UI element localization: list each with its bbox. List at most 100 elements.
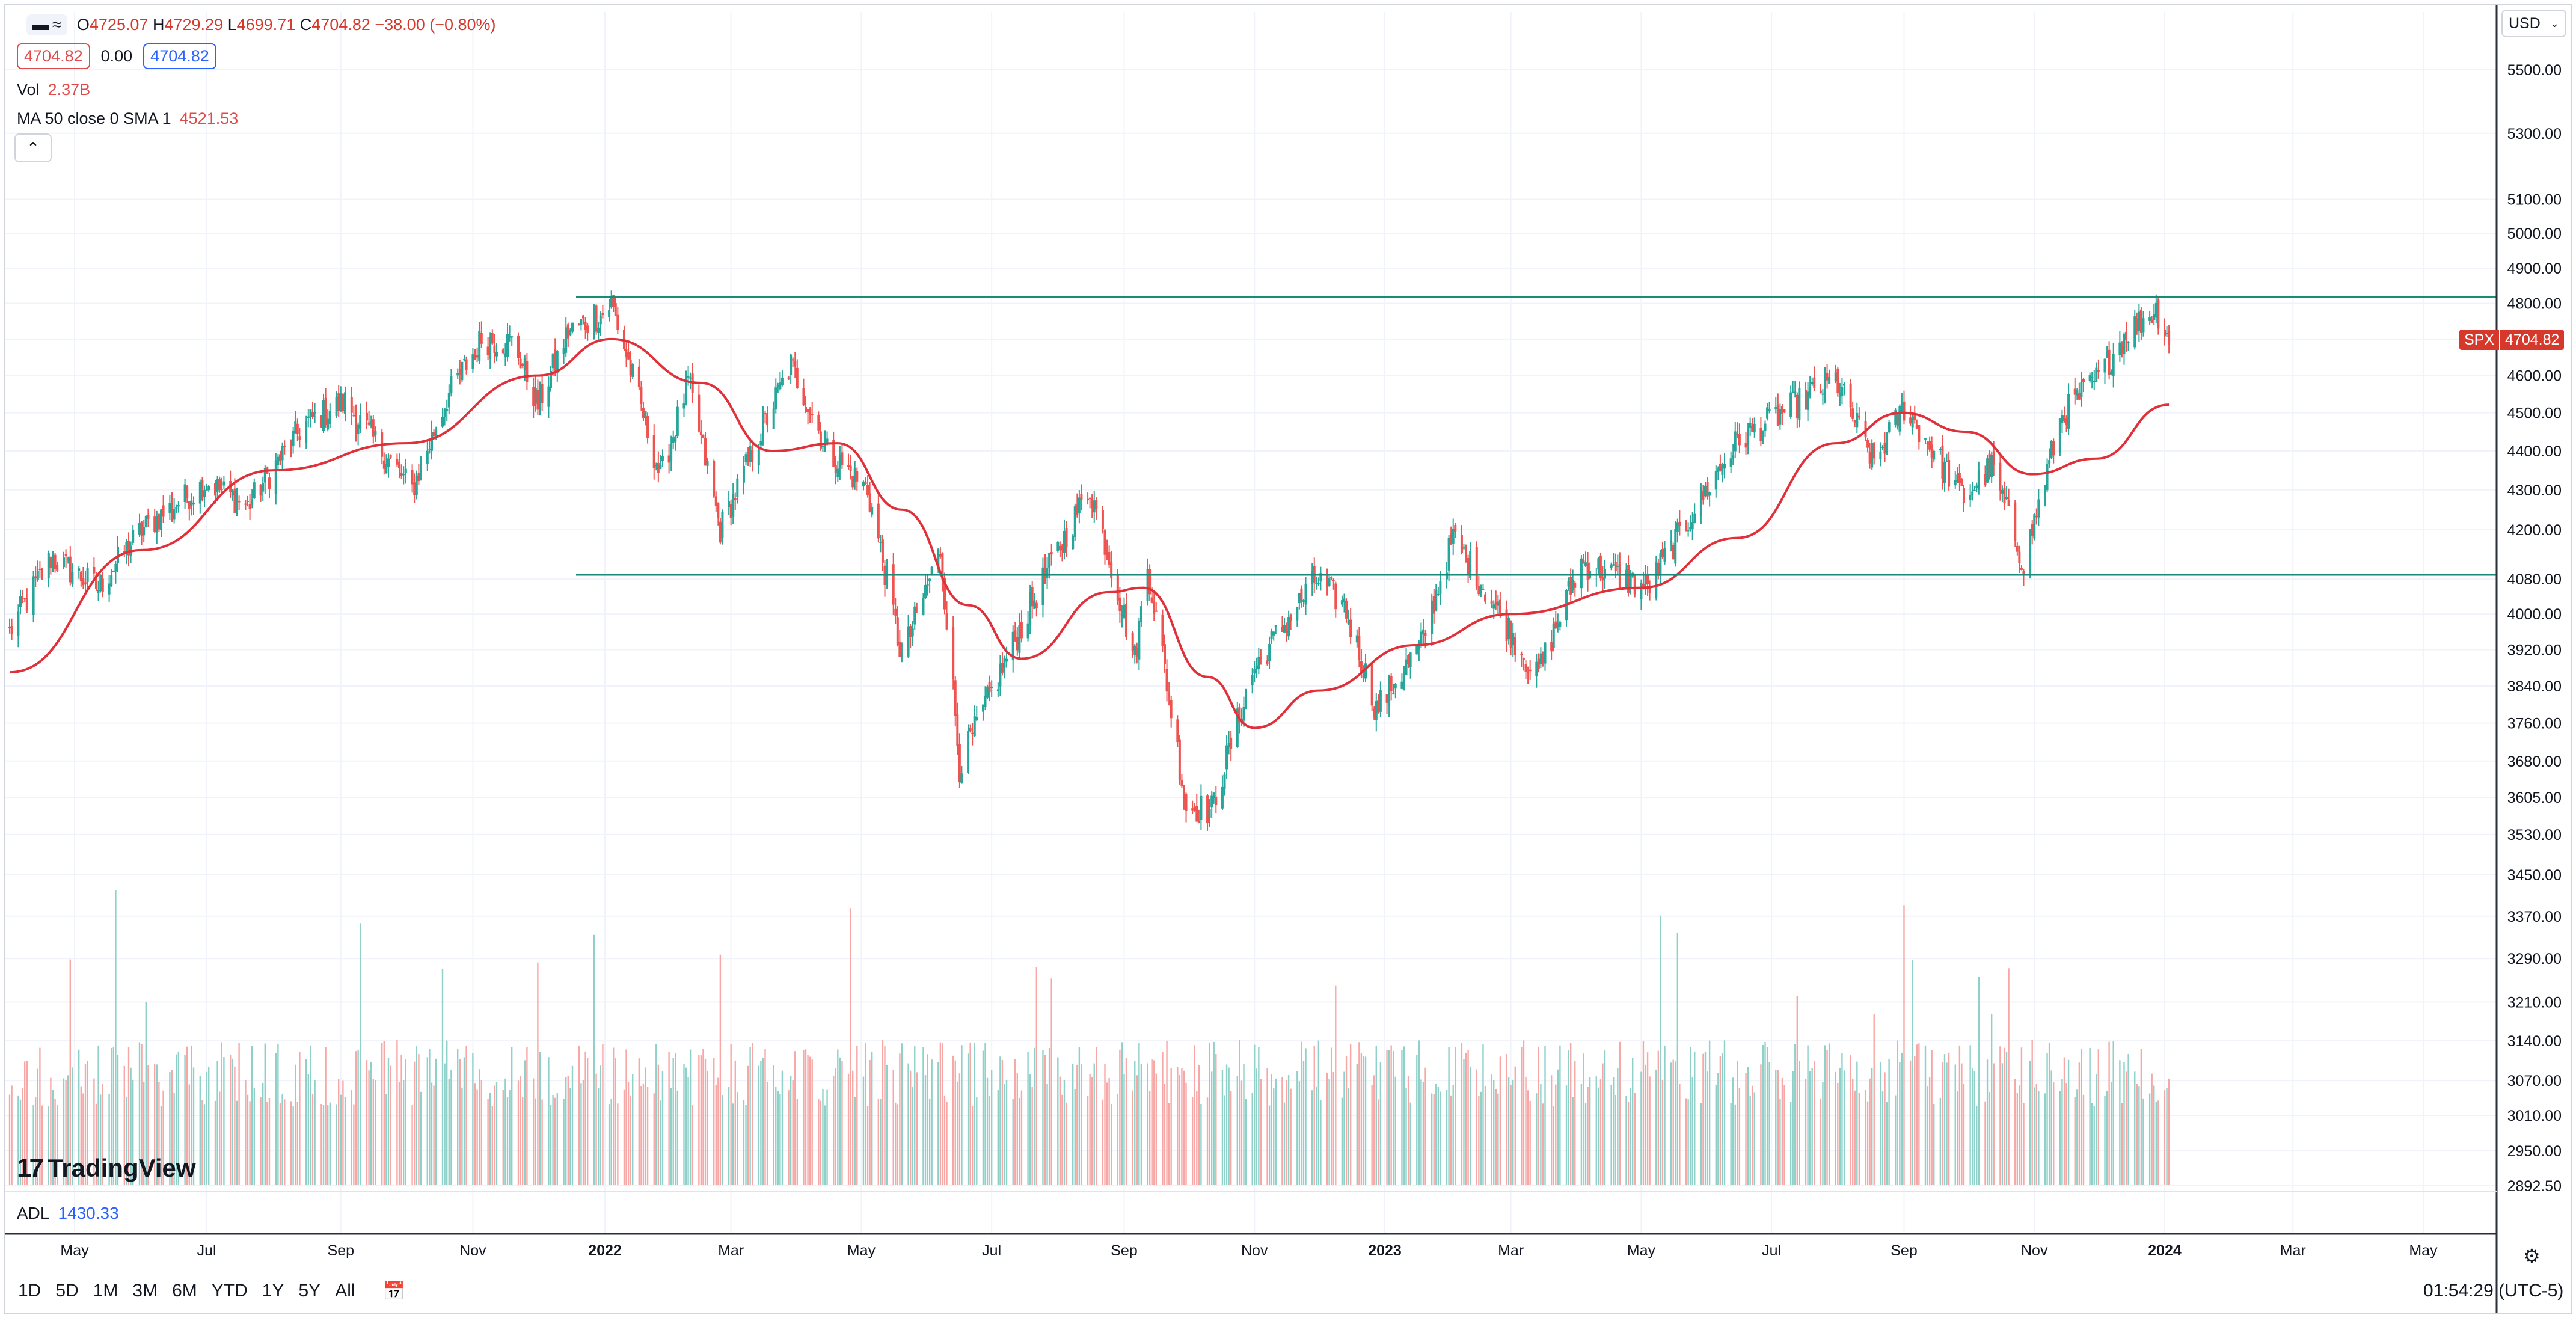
candle-body: [1539, 653, 1542, 664]
volume-bar: [1287, 1075, 1290, 1185]
timeframe-3m[interactable]: 3M: [132, 1281, 158, 1301]
candle-body: [1948, 459, 1951, 487]
candle-body: [2003, 488, 2006, 504]
wave-icon[interactable]: ≈: [52, 16, 61, 34]
candle-body: [175, 507, 178, 509]
volume-bar: [2038, 1091, 2040, 1185]
timeframe-5d[interactable]: 5D: [55, 1281, 79, 1301]
price-tick-label: 3010.00: [2507, 1108, 2562, 1124]
volume-bar: [360, 923, 361, 1185]
volume-bar: [314, 1080, 316, 1185]
volume-bar: [1990, 1014, 1993, 1185]
candle-body: [2112, 353, 2115, 376]
candle-body: [1999, 462, 2002, 491]
candle-body: [780, 377, 784, 385]
high-value: 4729.29: [164, 16, 224, 34]
volume-bars: [8, 890, 2170, 1185]
candle-body: [973, 716, 976, 737]
candle-body: [1477, 586, 1480, 595]
volume-bar: [1166, 1040, 1168, 1185]
volume-bar: [1568, 1050, 1569, 1185]
candle-body: [143, 527, 146, 536]
candle-body: [1272, 631, 1275, 636]
bid-ask-row: 4704.82 0.00 4704.82: [17, 43, 216, 69]
volume-bar: [1393, 1050, 1394, 1185]
volume-bar: [385, 1094, 387, 1185]
volume-bar: [245, 1080, 247, 1185]
volume-bar: [653, 1093, 655, 1185]
candle-body: [811, 414, 814, 415]
volume-bar: [1672, 1059, 1674, 1185]
volume-bar: [1523, 1040, 1525, 1185]
collapse-legend-button[interactable]: ⌃: [14, 133, 52, 162]
volume-bar: [841, 1061, 843, 1185]
candle-body: [1597, 558, 1600, 570]
candle-body: [851, 476, 854, 488]
calendar-goto-icon[interactable]: 📅: [382, 1281, 405, 1301]
candle-body: [1106, 550, 1109, 557]
timeframe-1d[interactable]: 1D: [18, 1281, 41, 1301]
currency-select[interactable]: USD ⌄: [2501, 10, 2566, 37]
volume-bar: [1243, 1064, 1245, 1185]
volume-bar: [247, 1094, 249, 1185]
candle-body: [1945, 461, 1948, 462]
volume-bar: [184, 1055, 186, 1185]
volume-bar: [1826, 1050, 1828, 1185]
clock[interactable]: 01:54:29 (UTC-5): [2423, 1281, 2564, 1301]
timeframe-1y[interactable]: 1Y: [262, 1281, 284, 1301]
visibility-icon[interactable]: ▬: [32, 16, 49, 34]
candle-body: [1415, 646, 1418, 655]
tradingview-logo[interactable]: 17 TradingView: [17, 1153, 196, 1183]
candle-body: [220, 489, 223, 491]
volume-bar: [805, 1049, 807, 1185]
volume-bar: [1469, 1067, 1471, 1185]
volume-bar: [1061, 1094, 1063, 1185]
candle-body: [817, 414, 820, 431]
volume-bar: [897, 1104, 899, 1185]
candle-body: [350, 396, 353, 413]
timeframe-6m[interactable]: 6M: [172, 1281, 197, 1301]
settings-gear-icon[interactable]: ⚙: [2523, 1245, 2541, 1267]
candle-body: [637, 366, 640, 387]
volume-bar: [1762, 1044, 1764, 1185]
timeframe-ytd[interactable]: YTD: [211, 1281, 248, 1301]
volume-bar: [1087, 1095, 1089, 1185]
volume-bar: [1388, 1050, 1390, 1185]
low-value: 4699.71: [236, 16, 296, 34]
candle-body: [1629, 575, 1632, 588]
candle-body: [1749, 423, 1752, 428]
volume-bar: [435, 1058, 437, 1185]
candle-body: [1759, 428, 1762, 441]
ask-box[interactable]: 4704.82: [143, 43, 216, 69]
volume-bar: [777, 1091, 779, 1185]
volume-bar: [132, 1080, 134, 1185]
volume-bar: [809, 1056, 811, 1185]
volume-bar: [383, 1041, 385, 1185]
volume-bar: [22, 1088, 23, 1185]
timeframe-all[interactable]: All: [335, 1281, 355, 1301]
volume-bar: [2106, 1091, 2108, 1185]
volume-bar: [747, 1065, 749, 1185]
volume-bar: [1185, 1082, 1187, 1185]
candle-body: [404, 468, 407, 473]
volume-bar: [400, 1054, 402, 1185]
bid-box[interactable]: 4704.82: [17, 43, 90, 69]
volume-bar: [587, 1058, 589, 1185]
timeframe-1m[interactable]: 1M: [93, 1281, 118, 1301]
candle-body: [1509, 621, 1512, 648]
candle-body: [1035, 602, 1038, 608]
candle-body: [1447, 537, 1450, 571]
candle-body: [1768, 408, 1771, 411]
candle-body: [1063, 530, 1066, 553]
candle-body: [1954, 480, 1957, 486]
candle-body: [1370, 663, 1373, 706]
candle-body: [1898, 406, 1901, 432]
volume-bar: [472, 1053, 474, 1185]
timeframe-5y[interactable]: 5Y: [298, 1281, 321, 1301]
candle-body: [1736, 434, 1739, 435]
candle-body: [736, 478, 739, 497]
candle-body: [344, 392, 346, 414]
symbol-pill[interactable]: ▬ ≈: [26, 14, 67, 35]
volume-bar: [199, 1076, 201, 1185]
